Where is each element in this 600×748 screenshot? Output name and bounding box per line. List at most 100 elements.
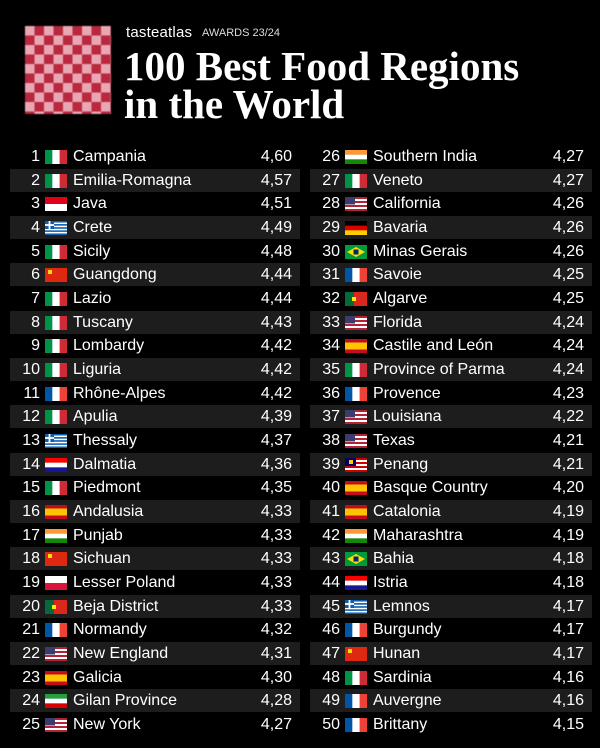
region-row: 48 Sardinia 4,16: [310, 666, 592, 689]
score: 4,18: [552, 574, 584, 592]
region-name: Bahia: [373, 550, 414, 568]
region-row: 13 Thessaly 4,37: [10, 429, 300, 452]
rank: 26: [322, 148, 340, 165]
score: 4,32: [260, 621, 292, 639]
score: 4,39: [260, 408, 292, 426]
flag: [45, 410, 67, 425]
score: 4,23: [552, 384, 584, 402]
region-name: Minas Gerais: [373, 242, 468, 260]
score: 4,33: [260, 503, 292, 521]
region-row: 27 Veneto 4,27: [310, 168, 592, 192]
region-row: 4 Crete 4,49: [10, 216, 300, 239]
score: 4,44: [260, 266, 292, 284]
rank: 33: [322, 313, 340, 331]
region-row: 43 Bahia 4,18: [310, 547, 592, 571]
score: 4,17: [552, 621, 584, 639]
score: 4,16: [552, 692, 584, 710]
rank: 12: [22, 408, 40, 426]
flag: [345, 647, 367, 662]
region-row: 22 New England 4,31: [10, 642, 300, 666]
region-row: 23 Galicia 4,30: [10, 666, 300, 689]
rank: 14: [22, 455, 40, 473]
region-name: Auvergne: [373, 692, 442, 710]
region-row: 18 Sichuan 4,33: [10, 547, 300, 571]
region-name: Castile and León: [373, 337, 494, 355]
rank: 1: [31, 148, 40, 165]
score: 4,20: [552, 479, 584, 497]
brand: tasteatlas: [126, 24, 193, 41]
score: 4,21: [552, 455, 584, 473]
rank: 9: [31, 337, 40, 355]
region-name: Algarve: [373, 290, 428, 308]
rank: 22: [22, 645, 40, 663]
flag: [345, 221, 367, 235]
score: 4,19: [552, 503, 584, 521]
rank: 40: [322, 479, 340, 497]
rank: 46: [322, 621, 340, 639]
flag: [45, 150, 67, 164]
rank: 3: [31, 195, 40, 213]
rank: 38: [322, 432, 340, 450]
rank: 10: [22, 361, 40, 379]
region-name: Beja District: [73, 597, 159, 615]
rank: 6: [31, 266, 40, 284]
rank: 13: [22, 432, 40, 450]
rank: 49: [322, 692, 340, 710]
rank: 44: [322, 574, 340, 592]
score: 4,22: [552, 408, 584, 426]
rank: 28: [322, 195, 340, 213]
region-row: 12 Apulia 4,39: [10, 405, 300, 429]
flag: [45, 315, 67, 330]
rank: 41: [322, 503, 340, 521]
score: 4,35: [260, 479, 292, 497]
region-row: 20 Beja District 4,33: [10, 594, 300, 618]
flag: [345, 268, 367, 283]
region-name: Tuscany: [73, 313, 133, 331]
region-row: 17 Punjab 4,33: [10, 524, 300, 547]
flag: [45, 386, 67, 401]
rank: 20: [22, 597, 40, 615]
score: 4,60: [260, 148, 292, 165]
region-name: Penang: [373, 455, 429, 473]
rank: 39: [322, 455, 340, 473]
flag: [345, 173, 367, 188]
rank: 48: [322, 668, 340, 686]
region-row: 38 Texas 4,21: [310, 429, 592, 452]
region-name: Louisiana: [373, 408, 442, 426]
flag: [45, 221, 67, 235]
region-row: 24 Gilan Province 4,28: [10, 689, 300, 713]
region-row: 29 Bavaria 4,26: [310, 216, 592, 239]
region-name: Gilan Province: [73, 692, 178, 710]
score: 4,17: [552, 645, 584, 663]
score: 4,25: [552, 266, 584, 284]
score: 4,48: [260, 242, 292, 260]
region-row: 26 Southern India 4,27: [310, 145, 592, 168]
rank: 31: [322, 266, 340, 284]
region-name: Province of Parma: [373, 361, 505, 379]
region-name: Lemnos: [373, 597, 430, 615]
rank: 27: [322, 171, 340, 189]
rank: 47: [322, 645, 340, 663]
flag: [45, 505, 67, 520]
region-row: 46 Burgundy 4,17: [310, 618, 592, 641]
region-name: Bavaria: [373, 219, 428, 236]
logo: [25, 26, 111, 114]
region-row: 25 New York 4,27: [10, 713, 300, 736]
region-name: Hunan: [373, 645, 421, 663]
rank: 16: [22, 503, 40, 521]
score: 4,49: [260, 219, 292, 236]
score: 4,19: [552, 526, 584, 544]
score: 4,57: [260, 171, 292, 189]
rank: 8: [31, 313, 40, 331]
region-row: 11 Rhône-Alpes 4,42: [10, 382, 300, 405]
region-name: Normandy: [73, 621, 147, 639]
rank: 29: [322, 219, 340, 236]
flag: [345, 481, 367, 496]
region-name: Catalonia: [373, 503, 441, 521]
region-row: 35 Province of Parma 4,24: [310, 358, 592, 382]
title: in the World: [124, 81, 345, 127]
flag: [45, 528, 67, 543]
region-row: 41 Catalonia 4,19: [310, 500, 592, 524]
region-name: Piedmont: [73, 479, 141, 497]
